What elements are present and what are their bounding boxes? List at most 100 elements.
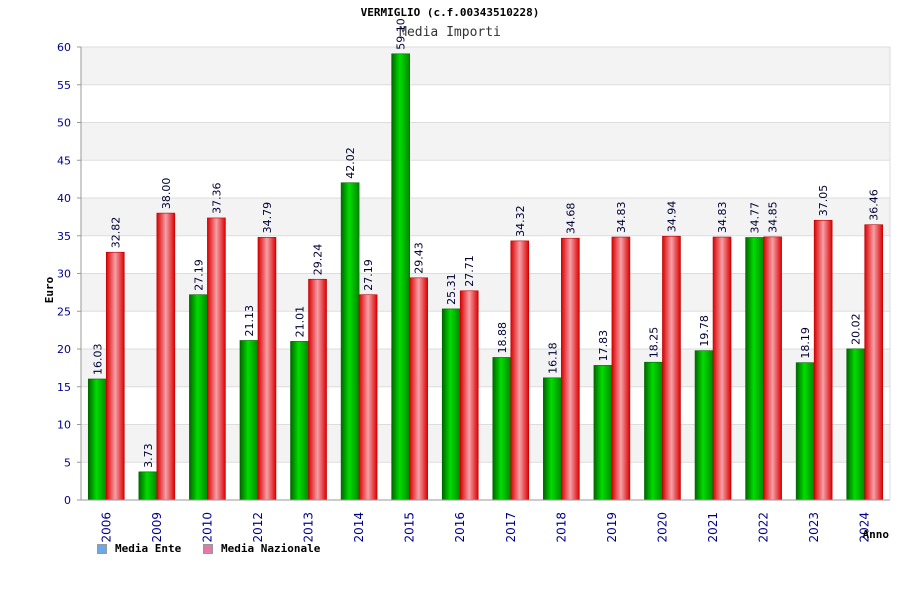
bar-media-nazionale-2013: [308, 278, 327, 501]
x-tick-label-2010: 2010: [200, 512, 214, 543]
bar-media-nazionale-2024: [864, 224, 884, 501]
data-label-nazionale-2012: 34.79: [261, 202, 274, 234]
chart-title: VERMIGLIO (c.f.00343510228): [360, 6, 540, 19]
bar-media-ente-2021: [694, 350, 714, 501]
legend-item-ente: Media Ente: [97, 542, 181, 555]
data-label-ente-2012: 21.13: [243, 305, 256, 337]
bar-media-ente-2014: [340, 182, 360, 501]
bar-media-nazionale-2018: [561, 237, 580, 501]
y-tick-label: 0: [64, 494, 71, 507]
legend-item-nazionale: Media Nazionale: [203, 542, 320, 555]
x-tick-label-2016: 2016: [453, 512, 467, 543]
bar-media-nazionale-2021: [712, 236, 732, 501]
x-axis-label: Anno: [863, 528, 890, 541]
bar-media-nazionale-2016: [459, 290, 479, 501]
x-tick-label-2019: 2019: [605, 512, 619, 543]
data-label-ente-2009: 3.73: [142, 443, 155, 468]
axes: 0 5 10 15 20 25 30 35 40 45 50 55 60 2006 2009 2010 2012…: [57, 41, 891, 543]
data-label-ente-2019: 17.83: [597, 330, 610, 362]
x-tick-label-2024: 2024: [858, 512, 872, 543]
bar-media-nazionale-2006: [105, 251, 125, 501]
data-label-ente-2013: 21.01: [294, 306, 307, 338]
data-label-nazionale-2010: 37.36: [210, 182, 223, 214]
plot-band: [81, 84, 890, 123]
data-label-ente-2022: 34.77: [749, 202, 762, 234]
legend-label-ente: Media Ente: [115, 542, 182, 555]
y-tick-label: 10: [57, 419, 71, 432]
bar-media-ente-2020: [644, 361, 663, 501]
y-tick-label: 30: [57, 268, 71, 281]
bar-media-nazionale-2015: [409, 277, 428, 501]
data-label-nazionale-2016: 27.71: [463, 255, 476, 287]
bar-media-ente-2018: [543, 377, 562, 501]
x-tick-label-2022: 2022: [757, 512, 771, 543]
y-tick-label: 5: [64, 456, 71, 469]
data-label-ente-2010: 27.19: [192, 259, 205, 291]
data-label-nazionale-2018: 34.68: [564, 203, 577, 235]
x-tick-label-2009: 2009: [150, 512, 164, 543]
data-label-ente-2020: 18.25: [647, 327, 660, 359]
y-tick-label: 40: [57, 192, 71, 205]
bar-media-ente-2009: [138, 471, 158, 501]
plot-band: [81, 122, 890, 161]
x-tick-label-2012: 2012: [251, 512, 265, 543]
data-label-nazionale-2021: 34.83: [716, 202, 729, 234]
bar-media-nazionale-2017: [510, 240, 530, 501]
data-label-nazionale-2009: 38.00: [160, 178, 173, 210]
data-label-nazionale-2022: 34.85: [767, 201, 780, 233]
data-label-nazionale-2023: 37.05: [817, 185, 830, 217]
bar-media-nazionale-2012: [257, 237, 277, 501]
bar-media-ente-2023: [795, 362, 815, 501]
y-tick-label: 25: [57, 305, 71, 318]
bars: 16.03 32.82 3.73 38.00 27.19 37.36 21.13 34.79 2…: [87, 18, 884, 501]
data-label-nazionale-2019: 34.83: [615, 202, 628, 234]
bar-media-ente-2012: [239, 340, 259, 501]
legend-label-nazionale: Media Nazionale: [221, 542, 321, 555]
data-label-nazionale-2013: 29.24: [312, 244, 325, 276]
x-tick-label-2014: 2014: [352, 512, 366, 543]
y-tick-label: 60: [57, 41, 71, 54]
y-tick-label: 15: [57, 381, 71, 394]
y-axis-label: Euro: [43, 276, 56, 303]
bar-media-ente-2019: [593, 365, 613, 501]
x-tick-label-2020: 2020: [655, 512, 669, 543]
data-label-nazionale-2017: 34.32: [514, 205, 527, 237]
bar-media-nazionale-2019: [611, 236, 631, 501]
data-label-ente-2024: 20.02: [850, 313, 863, 345]
x-tick-label-2013: 2013: [302, 512, 316, 543]
y-tick-label: 20: [57, 343, 71, 356]
data-label-ente-2021: 19.78: [698, 315, 711, 347]
bar-media-nazionale-2010: [207, 217, 226, 501]
bar-media-nazionale-2009: [156, 212, 176, 501]
y-tick-label: 50: [57, 117, 71, 130]
chart-subtitle: Media Importi: [399, 25, 501, 40]
data-label-nazionale-2006: 32.82: [109, 217, 122, 249]
data-label-ente-2006: 16.03: [91, 343, 104, 375]
data-label-ente-2017: 18.88: [496, 322, 509, 354]
x-tick-label-2017: 2017: [504, 512, 518, 543]
x-tick-label-2015: 2015: [403, 512, 417, 543]
bar-media-ente-2013: [290, 341, 309, 501]
x-tick-label-2018: 2018: [554, 512, 568, 543]
y-tick-label: 45: [57, 154, 71, 167]
data-label-ente-2016: 25.31: [445, 273, 458, 305]
x-tick-label-2006: 2006: [99, 512, 113, 543]
bar-media-ente-2022: [745, 237, 764, 501]
data-label-nazionale-2020: 34.94: [665, 201, 678, 233]
legend-swatch-nazionale: [203, 543, 213, 554]
bar-media-ente-2010: [189, 294, 208, 501]
bar-media-ente-2016: [441, 308, 461, 501]
bar-media-nazionale-2014: [358, 294, 378, 501]
data-label-ente-2023: 18.19: [799, 327, 812, 359]
y-tick-label: 35: [57, 230, 71, 243]
bar-media-ente-2017: [492, 357, 512, 501]
legend-swatch-ente: [97, 543, 107, 554]
data-label-nazionale-2014: 27.19: [362, 259, 375, 291]
plot-band: [81, 47, 890, 85]
bar-media-ente-2006: [87, 378, 107, 501]
bar-media-nazionale-2022: [763, 236, 782, 501]
data-label-ente-2014: 42.02: [344, 147, 357, 179]
bar-media-ente-2015: [391, 53, 410, 501]
x-tick-label-2023: 2023: [807, 512, 821, 543]
data-label-ente-2015: 59.10: [395, 18, 408, 50]
